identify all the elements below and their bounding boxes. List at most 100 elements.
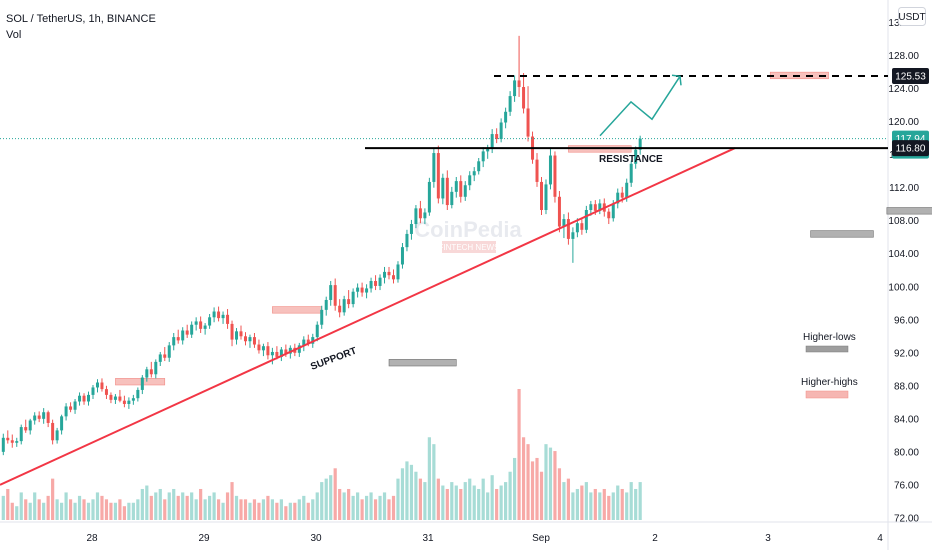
volume-bar: [51, 478, 55, 520]
candle-body: [387, 271, 391, 276]
volume-bar: [382, 492, 387, 520]
candle: [356, 283, 360, 298]
candle-body: [279, 349, 283, 357]
time-tick-label: 31: [422, 533, 434, 544]
candle: [333, 278, 337, 311]
candle-body: [176, 337, 180, 341]
candle: [365, 284, 369, 299]
candle-body: [122, 400, 126, 404]
price-tick-label: 108.00: [888, 216, 919, 227]
time-tick-label: 2: [652, 533, 658, 544]
candle-body: [6, 437, 10, 441]
higher-low-zone[interactable]: [886, 207, 932, 215]
candle-body: [486, 148, 490, 152]
candle-body: [284, 349, 288, 354]
candle-body: [69, 406, 73, 410]
volume-bar: [391, 495, 396, 520]
volume-bar: [270, 499, 274, 520]
higher-low-zone[interactable]: [388, 359, 457, 367]
candle-body: [374, 280, 378, 286]
volume-bar: [167, 492, 171, 520]
volume-bar: [172, 488, 176, 520]
price-tag-bg[interactable]: [892, 140, 929, 157]
candle: [78, 392, 82, 406]
candle-body: [257, 344, 261, 351]
candle: [347, 290, 351, 309]
candle: [634, 146, 638, 169]
time-tick-label: 30: [310, 533, 322, 544]
currency-button-label[interactable]: USDT: [898, 12, 925, 23]
candle: [28, 418, 32, 435]
volume-bar: [333, 468, 337, 520]
candle: [199, 316, 203, 333]
volume-bar: [91, 499, 95, 520]
candle-body: [149, 369, 153, 375]
candle: [100, 378, 104, 392]
volume-indicator-label[interactable]: Vol: [6, 29, 21, 41]
candle-body: [306, 339, 310, 344]
volume-bar: [324, 478, 328, 520]
candle-body: [620, 192, 624, 198]
candle-body: [190, 324, 194, 335]
candle-body: [158, 354, 162, 362]
candle-body: [82, 395, 86, 402]
higher-high-zone[interactable]: [115, 378, 166, 386]
candle: [544, 179, 548, 215]
higher-high-zone[interactable]: [272, 306, 323, 314]
volume-bar: [400, 468, 405, 520]
time-tick-label: 3: [765, 533, 771, 544]
candle-body: [333, 285, 337, 306]
candle-body: [329, 285, 333, 300]
candle: [540, 176, 543, 215]
volume-bar: [409, 464, 414, 520]
price-axis[interactable]: [888, 0, 932, 522]
volume-bar: [535, 457, 539, 520]
candle-body: [163, 354, 167, 358]
volume-bar: [190, 492, 194, 520]
price-tag[interactable]: 125.53: [892, 68, 929, 85]
candle: [450, 186, 454, 209]
volume-bar: [512, 457, 517, 520]
support-trendline[interactable]: [0, 147, 736, 486]
candle: [522, 72, 526, 114]
candle-body: [113, 396, 117, 400]
candle: [400, 243, 404, 269]
candle: [42, 408, 46, 424]
volume-bar: [28, 502, 32, 520]
legend: Higher-lows Higher-highs: [801, 332, 858, 399]
candle-body: [55, 430, 59, 441]
candle: [69, 402, 73, 413]
candle-body: [270, 351, 274, 356]
candle: [432, 148, 436, 188]
volume-bar: [566, 478, 571, 520]
price-tag-bg[interactable]: [892, 68, 929, 85]
projection-path[interactable]: [599, 75, 681, 137]
volume-bar: [60, 502, 64, 520]
candle: [495, 128, 499, 144]
candle-body: [360, 287, 364, 293]
volume-bar: [1, 495, 5, 520]
candle: [342, 295, 346, 316]
symbol-title[interactable]: SOL / TetherUS, 1h, BINANCE: [6, 13, 156, 25]
candle: [46, 410, 50, 428]
candle-body: [248, 337, 252, 342]
candle: [517, 35, 521, 97]
currency-button[interactable]: USDT: [898, 7, 926, 26]
candle: [409, 219, 413, 240]
candle-body: [409, 224, 413, 234]
volume-bar: [414, 471, 418, 520]
volume-bar: [297, 499, 301, 520]
candle: [73, 399, 77, 414]
candle-body: [414, 208, 418, 225]
higher-low-zone[interactable]: [810, 230, 874, 238]
volume-bar: [477, 488, 481, 520]
price-tick-label: 100.00: [888, 282, 919, 293]
support-label: SUPPORT: [309, 346, 358, 373]
currency-button-frame[interactable]: [898, 7, 926, 26]
candle: [91, 384, 95, 400]
price-tag[interactable]: 116.80: [892, 140, 929, 157]
candle-body: [391, 275, 395, 280]
candle: [190, 321, 194, 338]
candle-body: [548, 155, 552, 185]
